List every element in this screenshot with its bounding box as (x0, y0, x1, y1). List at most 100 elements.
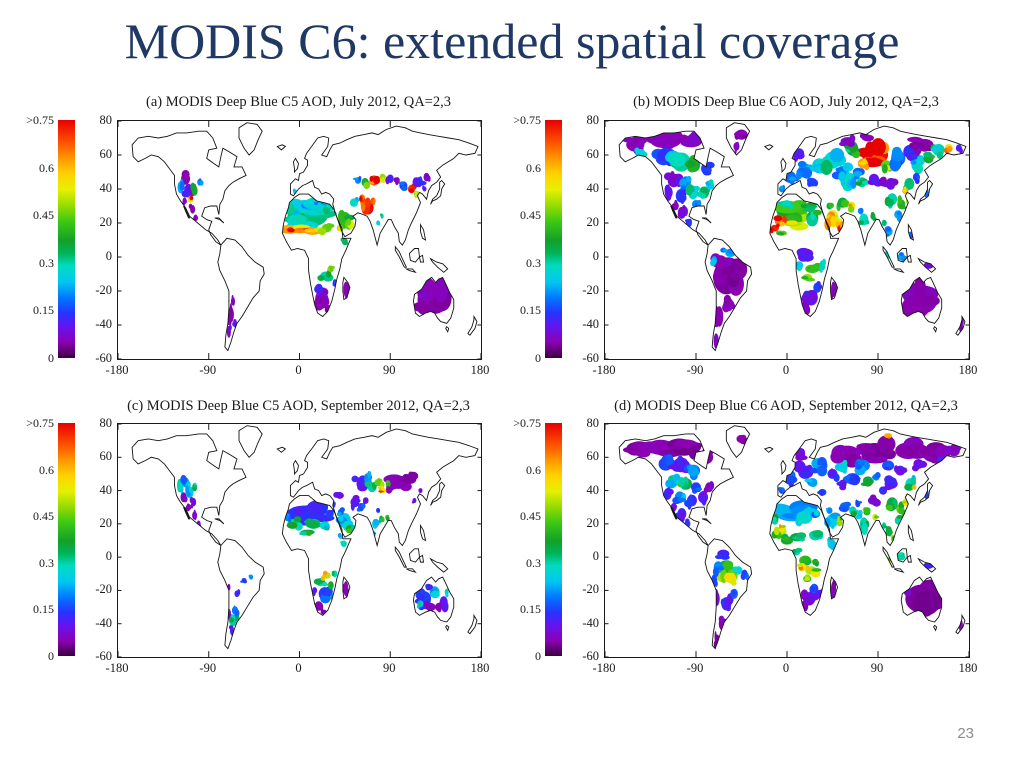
x-tick-label: 180 (470, 363, 490, 377)
aod-map-canvas (118, 121, 481, 359)
x-tick-label: 90 (383, 363, 396, 377)
colorbar-tick-label: 0.15 (33, 602, 54, 617)
y-tick-label: 80 (586, 416, 600, 430)
y-tick-label: 40 (586, 482, 600, 497)
y-tick-label: 0 (105, 249, 112, 263)
x-tick-label: 90 (870, 363, 884, 377)
x-tick-label: 0 (782, 661, 790, 675)
colorbar-tick-label: 0.15 (33, 303, 54, 318)
aod-colorbar (58, 120, 75, 358)
aod-colorbar (545, 423, 562, 656)
colorbar-tick-label: >0.75 (26, 113, 54, 127)
world-map-a (117, 120, 482, 360)
colorbar-tick-label: >0.75 (513, 416, 541, 430)
y-tick-label: 80 (99, 113, 113, 127)
y-tick-label: 20 (99, 515, 113, 530)
colorbar-tick-label: 0 (535, 649, 541, 663)
colorbar-tick-label: 0.15 (520, 303, 541, 318)
aod-coverage-layer (622, 433, 963, 649)
x-tick-label: 90 (870, 661, 884, 675)
x-tick-label: -90 (686, 363, 704, 377)
y-tick-label: -60 (95, 351, 112, 365)
y-tick-label: -40 (95, 317, 112, 331)
x-tick-label: 90 (383, 661, 396, 675)
x-tick-label: 0 (295, 661, 302, 675)
y-tick-label: 40 (99, 181, 113, 195)
colorbar-tick-label: 0.3 (526, 555, 541, 570)
colorbar-tick-label: 0.6 (526, 462, 541, 477)
y-tick-label: 80 (586, 113, 600, 127)
x-tick-label: 180 (470, 661, 490, 675)
colorbar-tick-label: 0.45 (520, 509, 541, 524)
aod-map-canvas (605, 121, 969, 359)
y-tick-label: 60 (586, 449, 600, 464)
aod-map-canvas (118, 424, 481, 657)
coastline-layer (132, 123, 478, 351)
panel-c-title: (c) MODIS Deep Blue C5 AOD, September 20… (127, 398, 470, 414)
coastline-layer (619, 426, 966, 649)
colorbar-tick-label: 0.45 (33, 509, 54, 524)
world-map-d (604, 423, 970, 658)
y-tick-label: 0 (105, 549, 112, 564)
x-tick-label: -90 (686, 661, 704, 675)
y-tick-label: 60 (586, 147, 600, 161)
y-tick-label: 60 (99, 449, 113, 464)
y-tick-label: -40 (582, 317, 599, 331)
x-tick-label: 180 (958, 363, 978, 377)
x-tick-label: 180 (958, 661, 978, 675)
coastline-layer (132, 426, 478, 649)
colorbar-tick-label: 0.3 (39, 555, 54, 570)
colorbar-tick-label: 0.45 (520, 208, 541, 223)
x-tick-label: -90 (199, 661, 217, 675)
aod-colorbar (545, 120, 562, 358)
x-tick-label: -180 (105, 363, 129, 377)
x-tick-label: -180 (105, 661, 129, 675)
page-number: 23 (957, 725, 974, 742)
y-tick-label: -60 (95, 649, 112, 663)
y-tick-label: -20 (95, 283, 112, 297)
colorbar-tick-label: >0.75 (26, 416, 54, 430)
aod-map-canvas (605, 424, 969, 657)
aod-colorbar (58, 423, 75, 656)
x-tick-label: -90 (199, 363, 217, 377)
aod-coverage-layer (622, 129, 964, 349)
y-tick-label: -20 (582, 283, 599, 297)
x-tick-label: 0 (782, 363, 790, 377)
y-tick-label: 40 (586, 181, 600, 195)
y-tick-label: 0 (592, 549, 599, 564)
colorbar-tick-label: 0.6 (39, 462, 54, 477)
y-tick-label: 60 (99, 147, 113, 161)
x-tick-label: -180 (592, 363, 616, 377)
y-tick-label: -40 (582, 615, 599, 630)
y-tick-label: -20 (95, 582, 112, 597)
colorbar-tick-label: 0 (48, 649, 54, 663)
y-tick-label: -20 (582, 582, 599, 597)
world-map-c (117, 423, 482, 658)
colorbar-tick-label: 0.6 (39, 160, 54, 175)
y-tick-label: 40 (99, 482, 113, 497)
colorbar-tick-label: >0.75 (513, 113, 541, 127)
y-tick-label: 20 (586, 215, 600, 229)
y-tick-label: -40 (95, 615, 112, 630)
colorbar-tick-label: 0.3 (526, 255, 541, 270)
aod-coverage-layer (176, 470, 450, 637)
x-tick-label: 0 (295, 363, 302, 377)
panel-b-title: (b) MODIS Deep Blue C6 AOD, July 2012, Q… (633, 94, 939, 110)
panel-d-title: (d) MODIS Deep Blue C6 AOD, September 20… (614, 398, 958, 414)
axis-ticks (605, 424, 969, 657)
colorbar-tick-label: 0 (48, 351, 54, 365)
axis-ticks (605, 121, 969, 359)
y-tick-label: -60 (582, 351, 599, 365)
slide-title: MODIS C6: extended spatial coverage (124, 13, 900, 69)
axis-ticks (118, 424, 481, 657)
y-tick-label: 20 (99, 215, 113, 229)
y-tick-label: 80 (99, 416, 113, 430)
y-tick-label: 0 (592, 249, 599, 263)
world-map-b (604, 120, 970, 360)
y-tick-label: 20 (586, 515, 600, 530)
